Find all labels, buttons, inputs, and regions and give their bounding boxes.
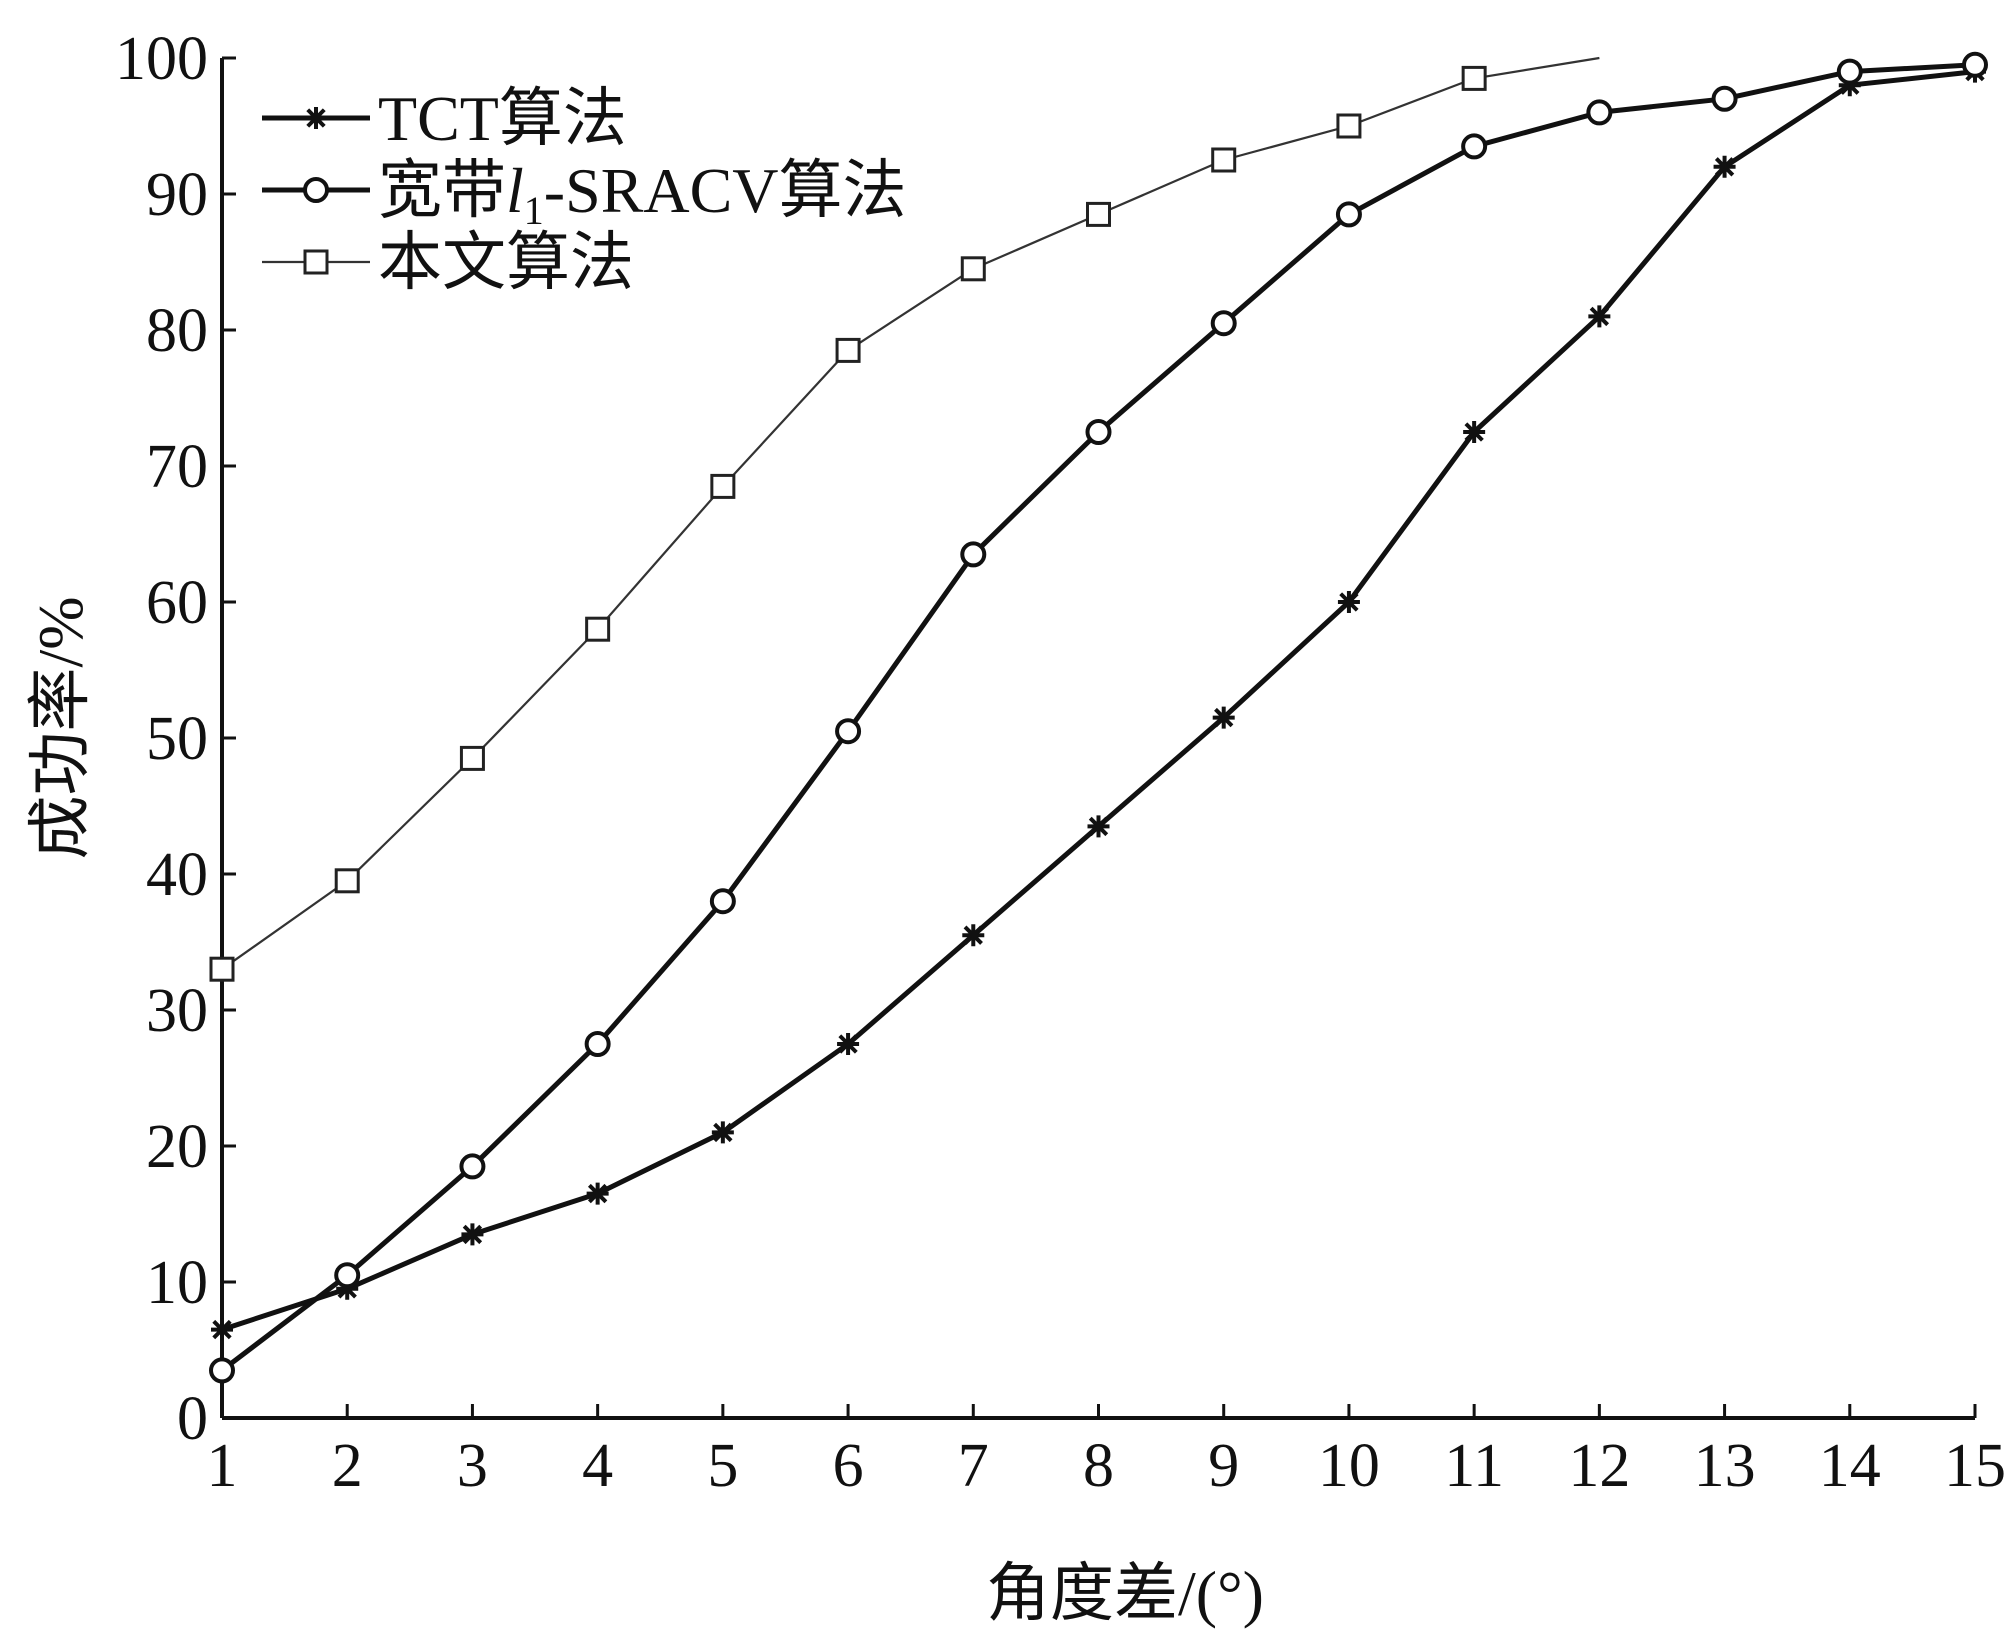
series-sracv-point <box>709 888 736 915</box>
x-tick-label: 5 <box>707 1432 738 1500</box>
x-tick-label: 2 <box>332 1432 363 1500</box>
x-tick-label: 1 <box>207 1432 238 1500</box>
series-sracv-point <box>835 718 862 745</box>
x-tick-label: 4 <box>582 1432 613 1500</box>
series-sracv-point <box>1461 133 1488 160</box>
series-proposed-point <box>459 745 485 771</box>
series-sracv-point <box>459 1153 486 1180</box>
legend-marker <box>303 249 329 275</box>
series-sracv-point <box>584 1031 611 1057</box>
legend-label: 本文算法 <box>378 227 634 298</box>
x-tick-label: 8 <box>1083 1432 1114 1500</box>
y-tick-label: 100 <box>115 25 208 93</box>
series-sracv-point <box>1711 85 1738 112</box>
series-sracv-point <box>1962 51 1988 78</box>
y-tick-label: 20 <box>146 1113 208 1181</box>
series-tct-point <box>1838 74 1861 97</box>
x-axis-title: 角度差/(°) <box>986 1558 1264 1629</box>
series-tct-point <box>1713 155 1736 178</box>
y-tick-label: 0 <box>177 1385 208 1453</box>
legend-item-sracv: 宽带l1-SRACV算法 <box>262 155 907 233</box>
legend-label-prefix: 宽带 <box>378 155 506 226</box>
legend-label-variable: l <box>506 155 524 226</box>
x-tick-label: 9 <box>1208 1432 1239 1500</box>
series-sracv-point <box>1335 201 1362 228</box>
legend-marker <box>303 177 329 203</box>
legend-label: TCT算法 <box>378 83 627 154</box>
series-proposed-point <box>710 473 736 499</box>
x-tick-label: 12 <box>1568 1432 1630 1500</box>
y-tick-label: 90 <box>146 161 208 229</box>
series-tct-point <box>1588 305 1611 328</box>
y-tick-label: 50 <box>146 705 208 773</box>
series-proposed-point <box>585 616 611 642</box>
series-proposed-point <box>1336 113 1362 139</box>
series-sracv-point <box>1586 99 1613 126</box>
series-proposed <box>209 56 1600 982</box>
series-tct-point <box>1087 815 1110 838</box>
series-sracv <box>209 51 1988 1384</box>
series-tct-point <box>837 1033 860 1055</box>
series-tct <box>211 60 1986 1341</box>
series-proposed-point <box>209 956 235 982</box>
legend-label-subscript: 1 <box>524 188 544 233</box>
y-tick-label: 60 <box>146 569 208 637</box>
series-proposed-point <box>1211 147 1237 173</box>
y-tick-label: 80 <box>146 297 208 365</box>
series-tct-point <box>962 924 985 947</box>
series-tct-point <box>586 1182 609 1205</box>
legend-label-suffix: -SRACV算法 <box>544 155 907 226</box>
legend-item-proposed: 本文算法 <box>262 227 634 298</box>
y-axis-title: 成功率/% <box>25 596 96 859</box>
legend-label: 宽带l1-SRACV算法 <box>378 155 907 233</box>
x-tick-label: 6 <box>833 1432 864 1500</box>
series-proposed-point <box>835 337 861 363</box>
x-tick-label: 11 <box>1444 1432 1504 1500</box>
series-proposed-point <box>1086 201 1111 227</box>
x-tick-label: 14 <box>1819 1432 1881 1500</box>
series-tct-point <box>1463 421 1486 443</box>
series-proposed-point <box>1461 65 1487 91</box>
series-sracv-point <box>1085 419 1112 445</box>
x-tick-label: 13 <box>1694 1432 1756 1500</box>
series-sracv-point <box>1836 58 1863 85</box>
x-tick-label: 3 <box>457 1432 488 1500</box>
series-proposed-point <box>960 256 986 282</box>
series-tct-point <box>211 1318 233 1341</box>
series-tct-point <box>711 1121 734 1144</box>
series-layer <box>209 51 1988 1384</box>
series-sracv-point <box>1210 310 1237 337</box>
y-tick-label: 30 <box>146 977 208 1045</box>
legend-item-tct: TCT算法 <box>262 83 627 154</box>
x-tick-label: 10 <box>1318 1432 1380 1500</box>
x-tick-label: 7 <box>958 1432 989 1500</box>
series-sracv-point <box>960 541 987 568</box>
y-tick-label: 70 <box>146 433 208 501</box>
x-tick-label: 15 <box>1944 1432 2006 1500</box>
y-tick-label: 40 <box>146 841 208 909</box>
series-sracv-point <box>334 1262 361 1289</box>
y-tick-label: 10 <box>146 1249 208 1317</box>
series-tct-point <box>461 1223 484 1246</box>
series-tct-point <box>1212 706 1235 729</box>
legend-marker <box>305 107 327 129</box>
series-proposed-line <box>221 56 1600 971</box>
series-tct-point <box>336 1277 359 1300</box>
series-sracv-point <box>209 1357 235 1384</box>
series-proposed-point <box>334 868 360 894</box>
series-tct-point <box>1337 591 1360 613</box>
